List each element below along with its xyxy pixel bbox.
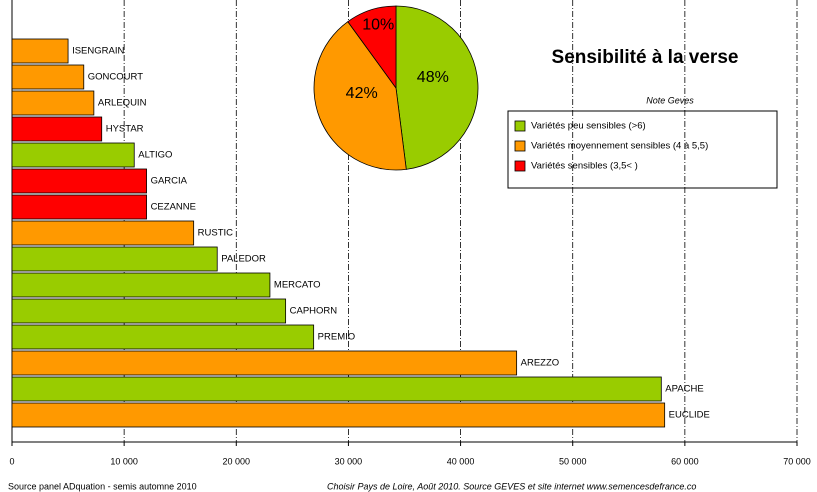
chart-title: Sensibilité à la verse (552, 47, 739, 68)
bar-label: APACHE (665, 384, 703, 395)
legend-box (507, 110, 778, 189)
bar-label: GARCIA (151, 176, 188, 187)
bar-label: GONCOURT (88, 72, 143, 83)
pie-slice (395, 5, 479, 170)
bar (11, 64, 85, 90)
legend-label: Variétés sensibles (3,5< ) (531, 161, 638, 172)
bar (11, 350, 518, 376)
bar (11, 168, 147, 194)
legend-swatch (514, 160, 526, 172)
bar-label: MERCATO (274, 280, 321, 291)
pie-slice (347, 5, 397, 90)
bar (11, 142, 135, 168)
bar (11, 38, 69, 64)
legend-swatch (514, 140, 526, 152)
credit-note: Choisir Pays de Loire, Août 2010. Source… (327, 481, 696, 491)
pie-slice (313, 21, 407, 171)
bar (11, 194, 147, 220)
bar (11, 402, 666, 428)
bar-label: RUSTIC (198, 228, 234, 239)
x-tick-label: 50 000 (559, 456, 587, 466)
x-tick-label: 60 000 (671, 456, 699, 466)
x-tick-label: 10 000 (110, 456, 138, 466)
legend-title: Note Geves (646, 95, 694, 105)
bar (11, 298, 287, 324)
x-tick-label: 0 (9, 456, 14, 466)
bar-label: AREZZO (521, 358, 560, 369)
bar-label: ISENGRAIN (72, 46, 124, 57)
bar-label: HYSTAR (106, 124, 144, 135)
bar (11, 376, 662, 402)
bar-label: CAPHORN (290, 306, 338, 317)
bar (11, 116, 103, 142)
bar (11, 272, 271, 298)
bar-label: ARLEQUIN (98, 98, 147, 109)
x-tick-label: 70 000 (783, 456, 811, 466)
bar-label: CEZANNE (151, 202, 196, 213)
bar-label: ALTIGO (138, 150, 172, 161)
bar-label: PALEDOR (221, 254, 266, 265)
legend-label: Variétés peu sensibles (>6) (531, 121, 646, 132)
bar (11, 90, 95, 116)
x-tick-label: 40 000 (447, 456, 475, 466)
pie-label: 48% (417, 69, 449, 86)
x-tick-label: 30 000 (335, 456, 363, 466)
bar (11, 324, 315, 350)
pie-label: 42% (346, 85, 378, 102)
bar-label: PREMIO (318, 332, 355, 343)
legend-swatch (514, 120, 526, 132)
bar (11, 246, 218, 272)
pie-label: 10% (362, 17, 394, 34)
legend-label: Variétés moyennement sensibles (4 à 5,5) (531, 141, 708, 152)
bar (11, 220, 195, 246)
x-tick-label: 20 000 (223, 456, 251, 466)
source-note: Source panel ADquation - semis automne 2… (8, 481, 197, 491)
bar-label: EUCLIDE (669, 410, 710, 421)
